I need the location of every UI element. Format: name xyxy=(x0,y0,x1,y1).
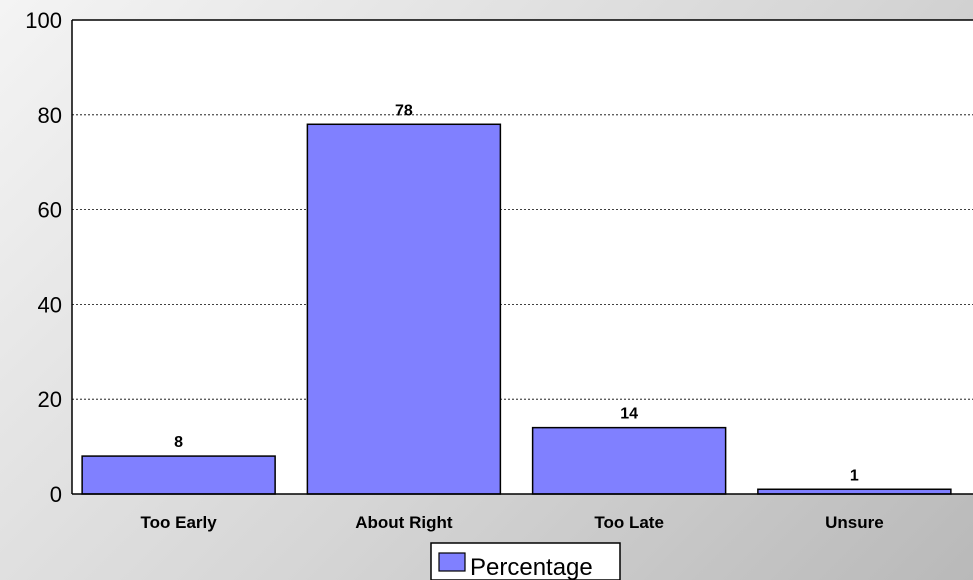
y-tick-0: 0 xyxy=(50,482,62,507)
x-tick-unsure: Unsure xyxy=(825,513,884,532)
bar-about-right xyxy=(306,123,502,495)
x-tick-too-early: Too Early xyxy=(141,513,218,532)
x-tick-too-late: Too Late xyxy=(594,513,664,532)
x-tick-about-right: About Right xyxy=(355,513,453,532)
data-label-too-early: 8 xyxy=(174,434,183,451)
data-label-about-right: 78 xyxy=(395,102,413,119)
data-labels: 8 78 14 1 xyxy=(174,102,859,484)
y-tick-80: 80 xyxy=(38,103,62,128)
bar-too-late xyxy=(531,426,727,495)
legend-label: Percentage xyxy=(470,554,593,580)
y-tick-60: 60 xyxy=(38,198,62,223)
x-tick-labels: Too Early About Right Too Late Unsure xyxy=(141,513,884,532)
y-tick-40: 40 xyxy=(38,292,62,317)
bars xyxy=(81,123,952,495)
data-label-too-late: 14 xyxy=(620,406,638,423)
y-tick-100: 100 xyxy=(25,8,62,33)
bar-too-early xyxy=(81,455,276,495)
y-tick-labels: 0 20 40 60 80 100 xyxy=(25,8,62,507)
legend: Percentage xyxy=(430,542,621,580)
y-tick-20: 20 xyxy=(38,387,62,412)
plot-area xyxy=(72,20,973,494)
data-label-unsure: 1 xyxy=(850,467,859,484)
legend-box xyxy=(430,542,621,580)
legend-swatch xyxy=(438,552,466,572)
